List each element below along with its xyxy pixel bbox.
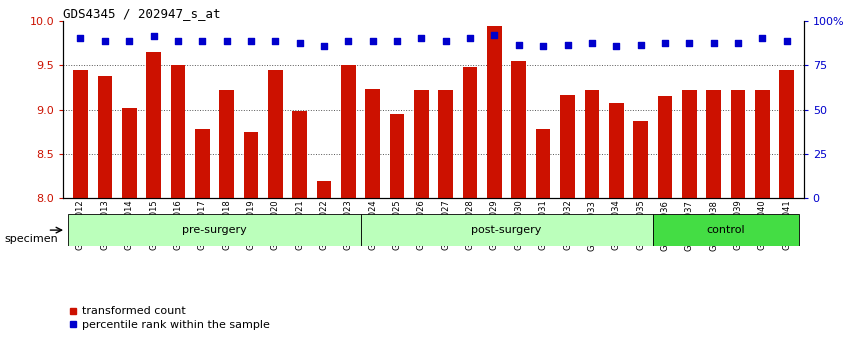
- Bar: [365, 89, 380, 198]
- Legend: transformed count, percentile rank within the sample: transformed count, percentile rank withi…: [69, 307, 270, 330]
- Text: specimen: specimen: [4, 234, 58, 244]
- Bar: [512, 61, 526, 198]
- Bar: [146, 52, 161, 198]
- Bar: [414, 90, 429, 198]
- Point: [195, 39, 209, 44]
- Point: [536, 44, 550, 49]
- Point: [293, 40, 306, 46]
- Point: [171, 39, 184, 44]
- Bar: [244, 132, 258, 198]
- Point: [707, 40, 721, 46]
- Text: control: control: [706, 225, 745, 235]
- Bar: [487, 26, 502, 198]
- Bar: [657, 96, 673, 198]
- Point: [317, 44, 331, 49]
- Point: [98, 39, 112, 44]
- Point: [464, 35, 477, 41]
- Point: [366, 39, 380, 44]
- Bar: [653, 214, 799, 246]
- Point: [244, 39, 258, 44]
- Bar: [341, 65, 355, 198]
- Point: [74, 35, 87, 41]
- Point: [342, 39, 355, 44]
- Bar: [536, 129, 551, 198]
- Point: [683, 40, 696, 46]
- Bar: [316, 181, 332, 198]
- Point: [146, 33, 160, 39]
- Bar: [560, 95, 574, 198]
- Bar: [69, 214, 360, 246]
- Bar: [195, 129, 210, 198]
- Bar: [390, 114, 404, 198]
- Point: [561, 42, 574, 47]
- Point: [220, 39, 233, 44]
- Point: [731, 40, 744, 46]
- Point: [487, 32, 501, 38]
- Point: [755, 35, 769, 41]
- Point: [439, 39, 453, 44]
- Point: [585, 40, 599, 46]
- Point: [390, 39, 404, 44]
- Bar: [609, 103, 624, 198]
- Text: GDS4345 / 202947_s_at: GDS4345 / 202947_s_at: [63, 7, 221, 20]
- Bar: [171, 65, 185, 198]
- Point: [512, 42, 525, 47]
- Point: [123, 39, 136, 44]
- Point: [658, 40, 672, 46]
- Point: [268, 39, 282, 44]
- Bar: [293, 110, 307, 198]
- Point: [609, 44, 623, 49]
- Point: [415, 35, 428, 41]
- Bar: [463, 67, 477, 198]
- Point: [780, 39, 794, 44]
- Bar: [682, 90, 696, 198]
- Bar: [97, 76, 113, 198]
- Point: [634, 42, 647, 47]
- Bar: [122, 108, 136, 198]
- Bar: [360, 214, 653, 246]
- Bar: [634, 121, 648, 198]
- Bar: [74, 70, 88, 198]
- Bar: [731, 90, 745, 198]
- Bar: [268, 70, 283, 198]
- Bar: [585, 90, 599, 198]
- Bar: [755, 90, 770, 198]
- Bar: [438, 90, 453, 198]
- Bar: [706, 90, 721, 198]
- Text: pre-surgery: pre-surgery: [182, 225, 247, 235]
- Text: post-surgery: post-surgery: [471, 225, 541, 235]
- Bar: [219, 90, 233, 198]
- Bar: [779, 70, 794, 198]
